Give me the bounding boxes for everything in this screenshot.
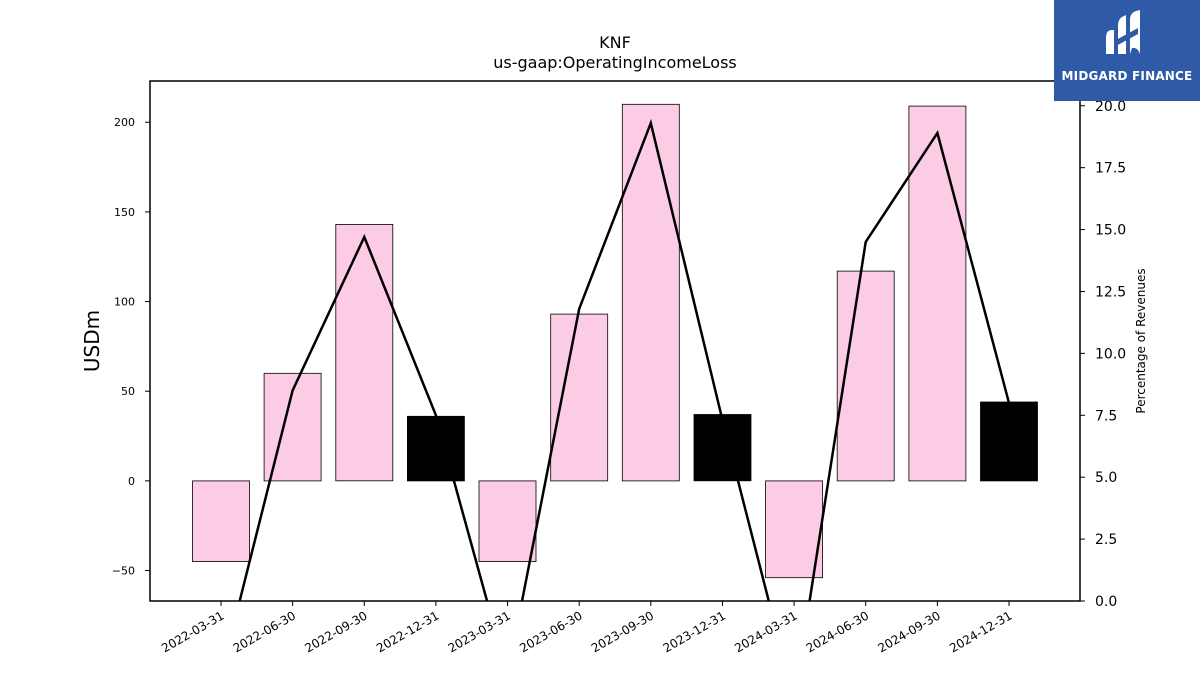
x-tick-label: 2024-03-31	[732, 608, 799, 655]
y-tick-label: −50	[112, 565, 135, 578]
chart-subtitle: us-gaap:OperatingIncomeLoss	[493, 53, 737, 72]
plot-frame	[149, 80, 1081, 602]
y2-tick-label: 7.5	[1095, 408, 1117, 424]
bar	[335, 223, 394, 482]
x-tick-label: 2022-12-31	[374, 608, 441, 655]
x-tick-label: 2024-09-30	[875, 608, 942, 655]
logo-mark-icon	[1106, 10, 1140, 54]
x-tick-label: 2022-06-30	[231, 608, 298, 655]
bar	[693, 414, 752, 482]
bar	[478, 480, 537, 562]
y2-tick-label: 10.0	[1095, 346, 1126, 362]
x-tick-label: 2023-06-30	[517, 608, 584, 655]
bar	[908, 105, 967, 482]
y-tick-label: 0	[128, 475, 135, 488]
bar	[192, 480, 250, 562]
y2-tick-label: 20.0	[1095, 99, 1126, 115]
y2-tick-label: 15.0	[1095, 223, 1126, 239]
y2-axis-label: Percentage of Revenues	[1134, 268, 1148, 413]
x-tick-label: 2023-09-30	[589, 608, 656, 655]
x-tick-label: 2022-09-30	[302, 608, 369, 655]
x-tick-label: 2024-12-31	[947, 608, 1014, 655]
y2-tick-label: 5.0	[1095, 470, 1117, 486]
x-tick-label: 2023-12-31	[661, 608, 728, 655]
y-tick-label: 150	[114, 206, 135, 219]
midgard-finance-logo: MIDGARD FINANCE	[1054, 0, 1200, 101]
bar	[550, 313, 609, 482]
y-tick-label: 100	[114, 296, 135, 309]
logo-text: MIDGARD FINANCE	[1061, 69, 1193, 83]
y-tick-label: 200	[114, 116, 135, 129]
bar	[406, 415, 465, 482]
series-line	[238, 118, 1011, 601]
y2-tick-label: 17.5	[1095, 161, 1126, 177]
x-tick-label: 2022-03-31	[159, 608, 226, 655]
bar	[980, 401, 1038, 482]
chart-title: KNF	[599, 33, 631, 52]
x-tick-label: 2024-06-30	[804, 608, 871, 655]
x-tick-label: 2023-03-31	[446, 608, 513, 655]
y2-tick-label: 2.5	[1095, 532, 1117, 548]
y2-tick-label: 0.0	[1095, 594, 1117, 610]
y-tick-label: 50	[121, 385, 135, 398]
y-axis-label: USDm	[80, 310, 104, 372]
y2-tick-label: 12.5	[1095, 284, 1126, 300]
bar	[836, 270, 895, 482]
bar	[621, 103, 680, 482]
bar	[765, 480, 823, 579]
